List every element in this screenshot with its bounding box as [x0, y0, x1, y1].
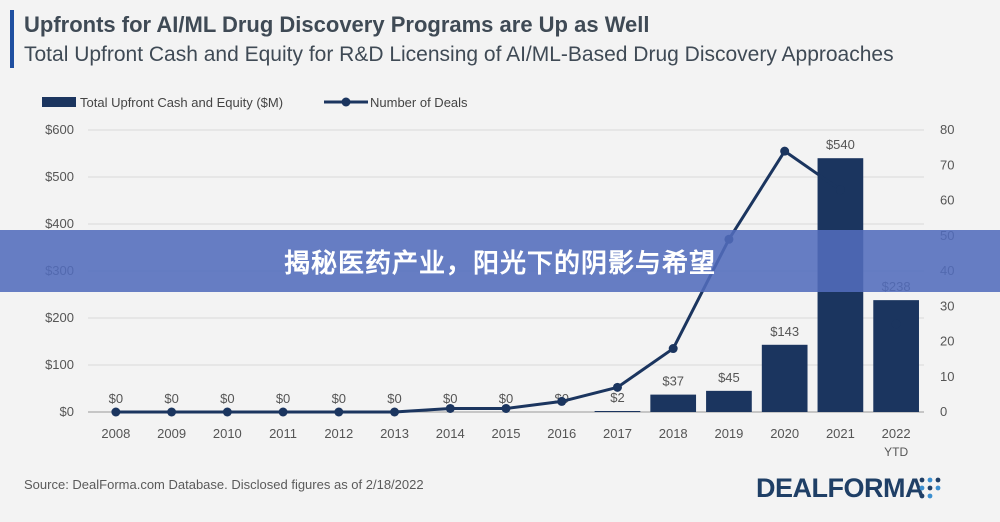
x-tick-label: 2019: [714, 426, 743, 441]
bar-data-label: $0: [332, 391, 346, 406]
y-right-tick-label: 60: [940, 193, 954, 208]
bar: [650, 394, 697, 412]
logo-dots-icon: [919, 477, 941, 499]
title-block: Upfronts for AI/ML Drug Discovery Progra…: [0, 0, 1000, 82]
deals-point: [668, 344, 678, 354]
y-right-tick-label: 10: [940, 369, 954, 384]
bar-data-label: $143: [770, 324, 799, 339]
x-tick-label: 2013: [380, 426, 409, 441]
y-left-tick-label: $200: [45, 310, 74, 325]
bar: [594, 411, 641, 412]
bar-data-label: $0: [443, 391, 457, 406]
bar: [873, 300, 919, 412]
bar: [706, 390, 752, 412]
deals-point: [334, 407, 344, 417]
deals-point: [111, 407, 121, 417]
bar-data-label: $0: [220, 391, 234, 406]
x-tick-label: 2010: [213, 426, 242, 441]
deals-point: [501, 403, 511, 413]
bar-data-label: $0: [499, 391, 513, 406]
dealforma-logo: DEALFORMA: [756, 473, 924, 503]
y-left-tick-label: $400: [45, 216, 74, 231]
y-left-tick-label: $600: [45, 122, 74, 137]
bar-data-label: $37: [662, 374, 684, 389]
legend-line-label: Number of Deals: [370, 95, 468, 110]
x-tick-label: 2012: [324, 426, 353, 441]
x-tick-label: 2021: [826, 426, 855, 441]
bar-data-label: $540: [826, 137, 855, 152]
x-tick-label: 2017: [603, 426, 632, 441]
x-tick-label: 2016: [547, 426, 576, 441]
chart-subtitle: Total Upfront Cash and Equity for R&D Li…: [24, 43, 894, 66]
source-note: Source: DealForma.com Database. Disclose…: [24, 477, 424, 492]
x-tick-sublabel: YTD: [884, 445, 908, 459]
y-left-tick-label: $100: [45, 357, 74, 372]
legend-line-marker: [341, 97, 351, 107]
y-left-tick-label: $500: [45, 169, 74, 184]
x-tick-label: 2015: [492, 426, 521, 441]
deals-point: [891, 319, 901, 329]
deals-point: [612, 382, 622, 392]
deals-point: [278, 407, 288, 417]
y-right-tick-label: 20: [940, 334, 954, 349]
x-tick-label: 2009: [157, 426, 186, 441]
bar-data-label: $2: [610, 390, 624, 405]
x-tick-label: 2018: [659, 426, 688, 441]
x-tick-label: 2011: [269, 426, 297, 441]
deals-point: [222, 407, 232, 417]
x-tick-label: 2008: [101, 426, 130, 441]
x-tick-label: 2022: [882, 426, 911, 441]
y-right-tick-label: 80: [940, 122, 954, 137]
deals-point: [167, 407, 177, 417]
y-right-tick-label: 30: [940, 298, 954, 313]
bar-data-label: $0: [109, 391, 123, 406]
y-left-tick-label: $0: [60, 404, 74, 419]
legend-bar-swatch: [42, 97, 76, 107]
deals-point: [445, 403, 455, 413]
bar: [761, 344, 808, 412]
overlay-banner: 揭秘医药产业，阳光下的阴影与希望: [0, 230, 1000, 292]
legend-bar-label: Total Upfront Cash and Equity ($M): [80, 95, 283, 110]
deals-point: [835, 185, 845, 195]
chart-title: Upfronts for AI/ML Drug Discovery Progra…: [24, 12, 650, 37]
deals-point: [557, 396, 567, 406]
deals-point: [390, 407, 400, 417]
y-right-tick-label: 0: [940, 404, 947, 419]
deals-point: [780, 146, 790, 156]
y-right-tick-label: 70: [940, 157, 954, 172]
x-tick-label: 2014: [436, 426, 465, 441]
title-accent-bar: [10, 10, 14, 68]
x-tick-label: 2020: [770, 426, 799, 441]
bar-data-label: $0: [387, 391, 401, 406]
bar-data-label: $0: [276, 391, 290, 406]
bar-data-label: $45: [718, 370, 740, 385]
bar-data-label: $0: [164, 391, 178, 406]
